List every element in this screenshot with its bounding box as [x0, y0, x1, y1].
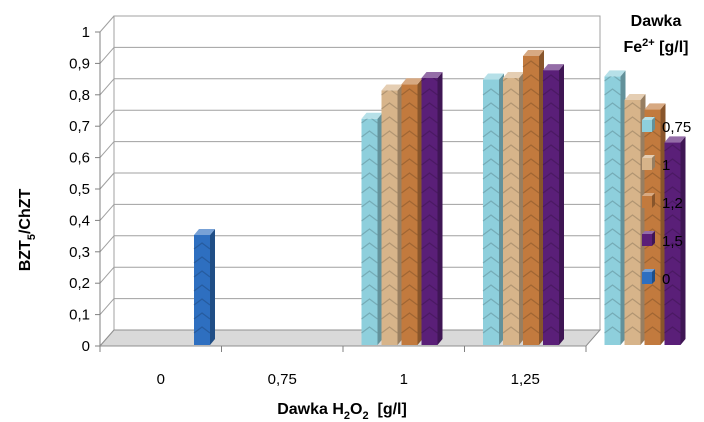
- y-tick-label: 0,1: [69, 307, 90, 324]
- legend-label: 1,2: [662, 195, 683, 212]
- y-axis-title: BZT5/ChZT: [17, 189, 38, 272]
- y-tick-label: 0,8: [69, 87, 90, 104]
- legend-item: 1: [642, 155, 670, 174]
- legend-swatch: [642, 196, 652, 208]
- bar-1,25-0,75: [604, 70, 626, 345]
- bar-0,75-1,2: [401, 78, 423, 346]
- bar-0,75-0,75: [361, 112, 383, 345]
- legend-title-line2: Fe2+ [g/l]: [624, 37, 689, 56]
- x-tick-label: 1,25: [511, 371, 540, 388]
- y-tick-label: 0: [82, 338, 90, 355]
- y-tick-label: 0,2: [69, 275, 90, 292]
- x-axis-title: Dawka H2O2 [g/l]: [277, 401, 407, 422]
- chart-floor: [98, 329, 602, 347]
- y-tick-label: 0,6: [69, 150, 90, 167]
- y-tick-label: 0,7: [69, 118, 90, 135]
- y-tick-label: 0,9: [69, 55, 90, 72]
- legend-title-line1: Dawka: [631, 13, 682, 30]
- legend-label: 0: [662, 271, 670, 288]
- y-tick-label: 1: [82, 24, 90, 41]
- x-tick-label: 0: [157, 371, 165, 388]
- legend-label: 0,75: [662, 119, 691, 136]
- bar-1,25-1,2: [644, 103, 666, 345]
- y-tick-label: 0,3: [69, 244, 90, 261]
- bar-0,75-1: [381, 84, 403, 346]
- legend-item: 1,2: [642, 193, 683, 212]
- legend-swatch: [642, 272, 652, 284]
- y-tick-label: 0,4: [69, 212, 90, 229]
- x-tick-label: 0,75: [268, 371, 297, 388]
- bar-1-1,2: [522, 49, 544, 345]
- legend-item: 1,5: [642, 231, 683, 250]
- legend-swatch: [642, 234, 652, 246]
- bars: [193, 49, 686, 346]
- bar-0-0: [193, 228, 215, 345]
- legend-item: 0,75: [642, 117, 691, 136]
- legend-swatch: [642, 120, 652, 132]
- legend-item: 0: [642, 269, 670, 288]
- legend-label: 1,5: [662, 233, 683, 250]
- bar-1-1,5: [542, 64, 564, 346]
- legend-label: 1: [662, 157, 670, 174]
- x-tick-label: 1: [400, 371, 408, 388]
- bar-1-1: [502, 71, 524, 346]
- legend: Dawka Fe2+ [g/l] 0,75 1 1,2 1,5 0: [624, 13, 692, 288]
- bar-0,75-1,5: [421, 71, 443, 346]
- y-tick-label: 0,5: [69, 181, 90, 198]
- bar-1-0,75: [482, 73, 504, 345]
- x-axis-ticks: 0 0,75 1 1,25: [99, 346, 587, 388]
- legend-swatch: [642, 158, 652, 170]
- bar-1,25-1,5: [664, 136, 686, 345]
- y-axis-ticks: 0 0,1 0,2 0,3 0,4 0,5 0,6 0,7 0,8 0,9 1: [69, 24, 100, 355]
